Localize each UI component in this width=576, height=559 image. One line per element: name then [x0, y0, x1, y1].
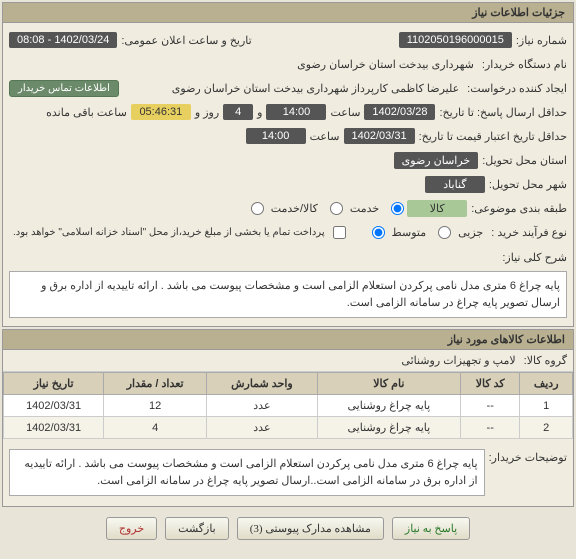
table-row[interactable]: 1--پایه چراغ روشناییعدد121402/03/31 — [4, 395, 573, 417]
process-small-radio[interactable] — [438, 226, 451, 239]
topic-label: طبقه بندی موضوعی: — [467, 202, 567, 215]
device-label: نام دستگاه خریدار: — [478, 58, 567, 71]
process-medium-radio[interactable] — [372, 226, 385, 239]
extra-desc-box: پایه چراغ 6 متری مدل نامی پرکردن استعلام… — [9, 449, 485, 496]
col-unit: واحد شمارش — [207, 373, 317, 395]
topic-both-radio[interactable] — [251, 202, 264, 215]
cell-code: -- — [461, 417, 520, 439]
days-value: 4 — [223, 104, 253, 120]
treasury-checkbox[interactable] — [333, 226, 346, 239]
cell-row: 2 — [520, 417, 573, 439]
table-row[interactable]: 2--پایه چراغ روشناییعدد41402/03/31 — [4, 417, 573, 439]
process-small: جزیی — [454, 226, 487, 239]
attachments-button[interactable]: مشاهده مدارک پیوستی (3) — [237, 517, 384, 540]
device-value: شهرداری بیدخت استان خراسان رضوی — [293, 58, 478, 71]
items-panel-header: اطلاعات کالاهای مورد نیاز — [3, 330, 573, 350]
province-label: استان محل تحویل: — [478, 154, 567, 167]
items-table: ردیف کد کالا نام کالا واحد شمارش تعداد /… — [3, 372, 573, 439]
col-name: نام کالا — [317, 373, 460, 395]
topic-service-radio[interactable] — [330, 202, 343, 215]
days-label: روز و — [191, 106, 223, 119]
col-qty: تعداد / مقدار — [104, 373, 207, 395]
deadline-date: 1402/03/28 — [364, 104, 435, 120]
cell-unit: عدد — [207, 417, 317, 439]
back-button[interactable]: بازگشت — [165, 517, 229, 540]
remain-label: ساعت باقی مانده — [42, 106, 131, 119]
cell-qty: 12 — [104, 395, 207, 417]
group-label: گروه کالا: — [520, 354, 567, 367]
deadline-time: 14:00 — [266, 104, 326, 120]
cell-name: پایه چراغ روشنایی — [317, 395, 460, 417]
respond-button[interactable]: پاسخ به نیاز — [392, 517, 470, 540]
creator-label: ایجاد کننده درخواست: — [463, 82, 567, 95]
info-panel-header: جزئیات اطلاعات نیاز — [3, 3, 573, 23]
topic-kala: کالا — [407, 200, 467, 217]
validity-time: 14:00 — [246, 128, 306, 144]
process-label: نوع فرآیند خرید : — [487, 226, 567, 239]
items-panel: اطلاعات کالاهای مورد نیاز گروه کالا: لام… — [2, 329, 574, 507]
remain-time: 05:46:31 — [131, 104, 191, 120]
col-row: ردیف — [520, 373, 573, 395]
time-label-2: ساعت — [306, 130, 344, 143]
cell-unit: عدد — [207, 395, 317, 417]
payment-note: پرداخت تمام یا بخشی از مبلغ خرید،از محل … — [9, 227, 329, 238]
need-number-value: 1102050196000015 — [399, 32, 512, 48]
exit-button[interactable]: خروج — [106, 517, 157, 540]
desc-label: شرح کلی نیاز: — [498, 245, 567, 264]
footer-buttons: پاسخ به نیاز مشاهده مدارک پیوستی (3) باز… — [0, 509, 576, 548]
city-value: گناباد — [425, 176, 485, 193]
creator-value: علیرضا کاظمی کارپرداز شهرداری بیدخت استا… — [168, 82, 463, 95]
time-label-1: ساعت — [326, 106, 364, 119]
province-value: خراسان رضوی — [394, 152, 479, 169]
topic-radio-group: کالا خدمت کالا/خدمت — [251, 200, 467, 217]
extra-label: توضیحات خریدار: — [485, 445, 567, 464]
info-panel: جزئیات اطلاعات نیاز شماره نیاز: 11020501… — [2, 2, 574, 327]
need-number-label: شماره نیاز: — [512, 34, 567, 47]
cell-date: 1402/03/31 — [4, 395, 104, 417]
cell-qty: 4 — [104, 417, 207, 439]
topic-kala-radio[interactable] — [391, 202, 404, 215]
validity-date: 1402/03/31 — [344, 128, 415, 144]
validity-label: حداقل تاریخ اعتبار قیمت تا تاریخ: — [415, 130, 567, 143]
deadline-label: حداقل ارسال پاسخ: تا تاریخ: — [435, 106, 567, 119]
cell-code: -- — [461, 395, 520, 417]
cell-date: 1402/03/31 — [4, 417, 104, 439]
process-radio-group: جزیی متوسط — [372, 226, 488, 239]
topic-both: کالا/خدمت — [267, 202, 322, 215]
city-label: شهر محل تحویل: — [485, 178, 567, 191]
process-medium: متوسط — [388, 226, 431, 239]
cell-name: پایه چراغ روشنایی — [317, 417, 460, 439]
topic-service: خدمت — [346, 202, 383, 215]
announce-value: 1402/03/24 - 08:08 — [9, 32, 117, 48]
desc-box: پایه چراغ 6 متری مدل نامی پرکردن استعلام… — [9, 271, 567, 318]
and-label: و — [253, 106, 266, 119]
announce-label: تاریخ و ساعت اعلان عمومی: — [117, 34, 251, 47]
contact-buyer-button[interactable]: اطلاعات تماس خریدار — [9, 80, 119, 97]
cell-row: 1 — [520, 395, 573, 417]
group-value: لامپ و تجهیزات روشنائی — [397, 354, 519, 367]
col-date: تاریخ نیاز — [4, 373, 104, 395]
col-code: کد کالا — [461, 373, 520, 395]
